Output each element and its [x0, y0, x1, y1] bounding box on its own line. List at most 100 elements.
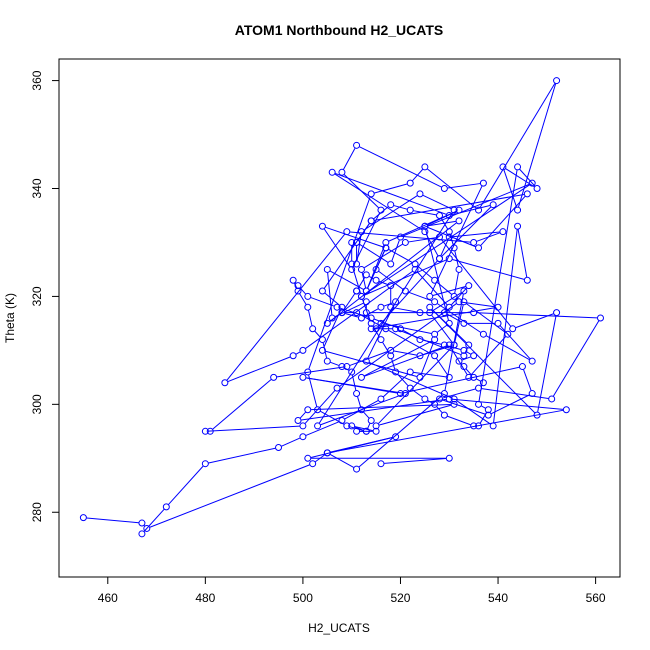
- data-point: [338, 303, 346, 311]
- data-point: [445, 395, 453, 403]
- data-point: [416, 190, 424, 198]
- series-line-segment: [330, 409, 564, 453]
- data-point: [431, 276, 439, 284]
- data-point: [445, 341, 453, 349]
- series-line-segment: [456, 400, 491, 425]
- data-point: [387, 260, 395, 268]
- data-point: [460, 363, 468, 371]
- series-line-segment: [310, 297, 335, 307]
- series-line-segment: [465, 368, 472, 376]
- data-point: [475, 206, 483, 214]
- data-point: [489, 201, 497, 209]
- series-line-segment: [476, 312, 598, 319]
- data-point: [504, 330, 512, 338]
- data-point: [475, 422, 483, 430]
- data-point: [314, 406, 322, 414]
- data-point: [372, 427, 380, 435]
- series-line-segment: [378, 270, 403, 290]
- data-point: [460, 287, 468, 295]
- data-point: [143, 524, 151, 532]
- data-point: [470, 422, 478, 430]
- data-point: [299, 422, 307, 430]
- series-line-segment: [318, 212, 453, 424]
- data-point: [309, 325, 317, 333]
- data-point: [338, 309, 346, 317]
- series-line-segment: [481, 388, 549, 399]
- data-point: [450, 395, 458, 403]
- series-line-segment: [413, 371, 447, 378]
- series-line-segment: [299, 293, 307, 305]
- series-line-segment: [408, 237, 437, 243]
- data-point: [440, 390, 448, 398]
- series-line-segment: [454, 304, 464, 342]
- data-point: [323, 319, 331, 327]
- data-point: [348, 260, 356, 268]
- series-line-segment: [208, 425, 300, 432]
- data-point: [460, 319, 468, 327]
- series-line-segment: [356, 234, 362, 261]
- data-point: [445, 233, 453, 241]
- data-point: [562, 406, 570, 414]
- series-line-segment: [449, 234, 454, 245]
- series-line-segment: [537, 315, 557, 412]
- data-point: [514, 163, 522, 171]
- series-line-segment: [388, 249, 413, 263]
- series-line-segment: [441, 206, 492, 257]
- x-tick-label: 520: [390, 591, 410, 605]
- series-line-segment: [436, 358, 448, 375]
- data-point: [304, 303, 312, 311]
- series-line-segment: [376, 250, 385, 267]
- series-points: [79, 77, 604, 538]
- series-line-segment: [343, 147, 356, 170]
- series-line-segment: [384, 458, 447, 464]
- y-axis: 280 300 320 340 360: [30, 70, 60, 522]
- data-point: [455, 357, 463, 365]
- series-line-segment: [417, 265, 433, 279]
- data-point: [431, 352, 439, 360]
- data-point: [445, 228, 453, 236]
- data-point: [382, 238, 390, 246]
- data-point: [367, 190, 375, 198]
- data-point: [445, 454, 453, 462]
- data-point: [401, 238, 409, 246]
- data-point: [396, 325, 404, 333]
- data-point: [377, 206, 385, 214]
- data-point: [553, 77, 561, 85]
- series-line-segment: [335, 172, 447, 215]
- data-point: [421, 395, 429, 403]
- series-line-segment: [437, 303, 481, 333]
- data-point: [367, 417, 375, 425]
- series-line-segment: [517, 229, 528, 278]
- data-point: [294, 417, 302, 425]
- series-line-segment: [383, 373, 409, 398]
- series-line-segment: [294, 283, 298, 289]
- series-line-segment: [466, 303, 506, 333]
- data-point: [304, 406, 312, 414]
- series-line-segment: [479, 83, 556, 208]
- series-line-segment: [350, 231, 471, 243]
- series-line-segment: [393, 307, 417, 313]
- series-line-segment: [379, 404, 452, 426]
- data-point: [314, 422, 322, 430]
- series-line-segment: [311, 403, 451, 411]
- series-line-segment: [149, 464, 310, 528]
- data-point: [299, 433, 307, 441]
- data-point: [499, 228, 507, 236]
- series-line-segment: [391, 358, 396, 369]
- series-line-segment: [412, 169, 424, 181]
- data-point: [406, 368, 414, 376]
- series-line-segment: [226, 233, 346, 381]
- data-point: [426, 309, 434, 317]
- series-line-segment: [324, 292, 340, 306]
- data-point: [548, 395, 556, 403]
- data-point: [489, 422, 497, 430]
- data-point: [357, 406, 365, 414]
- data-point: [382, 244, 390, 252]
- data-point: [362, 427, 370, 435]
- data-point: [416, 373, 424, 381]
- series-line-segment: [436, 406, 443, 414]
- data-point: [206, 427, 214, 435]
- y-axis-label: Theta (K): [3, 293, 17, 343]
- series-line-segment: [308, 375, 318, 407]
